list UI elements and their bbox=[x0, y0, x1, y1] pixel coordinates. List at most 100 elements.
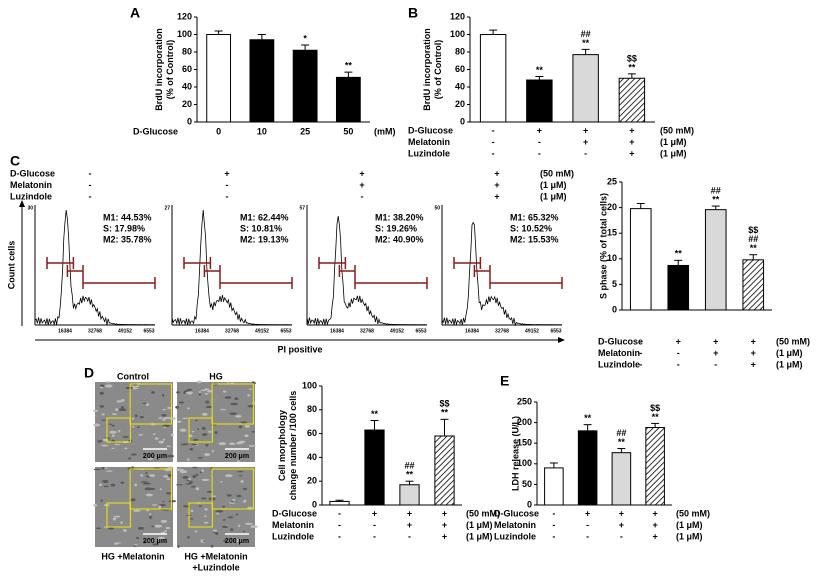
annotation: ** bbox=[536, 65, 544, 75]
condition-mark: + bbox=[442, 520, 447, 530]
cell-texture bbox=[122, 436, 129, 438]
cell-texture bbox=[198, 391, 202, 393]
cell-texture bbox=[104, 381, 111, 383]
cell-texture bbox=[188, 434, 193, 438]
y-tick-label: 100 bbox=[450, 29, 465, 39]
cell-texture bbox=[168, 499, 177, 503]
cell-texture bbox=[175, 484, 184, 486]
cell-texture bbox=[240, 480, 244, 483]
condition-mark: + bbox=[676, 336, 681, 346]
bar bbox=[249, 39, 275, 123]
condition-mark: - bbox=[89, 191, 92, 201]
x-axis-label: D-Glucose bbox=[133, 126, 178, 136]
cell-texture bbox=[199, 471, 203, 474]
condition-mark: - bbox=[492, 148, 495, 158]
cell-texture bbox=[134, 483, 137, 487]
y-tick-label: 60 bbox=[455, 64, 465, 74]
image-label: HG +Melatonin bbox=[101, 551, 164, 561]
cell-texture bbox=[244, 434, 249, 438]
cell-texture bbox=[163, 426, 166, 429]
cell-texture bbox=[202, 540, 206, 542]
condition-label: D-Glucose bbox=[272, 508, 317, 518]
condition-mark: - bbox=[492, 137, 495, 147]
cell-texture bbox=[162, 424, 171, 427]
cell-texture bbox=[99, 384, 105, 388]
cell-texture bbox=[97, 440, 103, 443]
bar bbox=[206, 34, 232, 123]
cell-texture bbox=[148, 474, 156, 478]
cell-texture bbox=[99, 386, 104, 389]
cell-texture bbox=[120, 521, 123, 525]
condition-mark: + bbox=[224, 168, 229, 178]
stat: M2: 15.53% bbox=[510, 234, 559, 244]
bar bbox=[618, 77, 646, 123]
cell-texture bbox=[186, 391, 193, 394]
condition-mark: + bbox=[372, 508, 377, 518]
cell-texture bbox=[222, 390, 227, 393]
image-label: HG bbox=[209, 371, 223, 381]
condition-label: Luzindole bbox=[408, 148, 450, 158]
cell-texture bbox=[224, 474, 233, 478]
condition-mark: - bbox=[408, 531, 411, 541]
condition-mark: + bbox=[619, 520, 624, 530]
hist-xtick: 49152 bbox=[118, 328, 132, 334]
y-tick-label: 80 bbox=[182, 46, 192, 56]
cell-texture bbox=[201, 412, 208, 416]
y-tick-label: 150 bbox=[517, 438, 532, 448]
condition-mark: + bbox=[442, 508, 447, 518]
scale-label: 200 μm bbox=[225, 538, 249, 545]
cell-texture bbox=[215, 509, 224, 513]
cell-texture bbox=[101, 413, 105, 416]
cell-texture bbox=[131, 385, 136, 388]
hist-ymax: 30 bbox=[27, 205, 33, 211]
cell-texture bbox=[195, 473, 198, 477]
condition-mark: + bbox=[629, 137, 634, 147]
cell-texture bbox=[93, 468, 102, 471]
cell-texture bbox=[195, 419, 198, 422]
cell-texture bbox=[238, 425, 243, 429]
condition-unit: (50 mM) bbox=[540, 168, 574, 178]
hist-xtick: 49152 bbox=[390, 328, 404, 334]
hist-curve bbox=[171, 209, 293, 326]
cell-texture bbox=[187, 536, 190, 539]
cell-texture bbox=[237, 460, 240, 463]
condition-unit: (1 μM) bbox=[540, 180, 567, 190]
cell-texture bbox=[134, 414, 138, 418]
cell-texture bbox=[203, 521, 209, 524]
y-tick-label: 60 bbox=[182, 64, 192, 74]
hist-ymax: 50 bbox=[434, 205, 440, 211]
cell-texture bbox=[111, 425, 116, 427]
cell-texture bbox=[226, 381, 230, 384]
condition-mark: + bbox=[494, 191, 499, 201]
condition-mark: - bbox=[492, 125, 495, 135]
cell-texture bbox=[206, 490, 213, 493]
cell-texture bbox=[237, 470, 244, 473]
zoom-box bbox=[129, 468, 172, 510]
cell-texture bbox=[222, 525, 229, 529]
bar bbox=[292, 49, 318, 123]
y-tick-label: 40 bbox=[455, 81, 465, 91]
condition-label: D-Glucose bbox=[10, 168, 55, 178]
cell-texture bbox=[179, 470, 188, 474]
bar bbox=[577, 430, 598, 506]
annotation: ** bbox=[345, 61, 353, 71]
hist-xtick: 16384 bbox=[465, 328, 479, 334]
cell-texture bbox=[110, 483, 116, 487]
condition-mark: + bbox=[629, 125, 634, 135]
cell-texture bbox=[175, 405, 180, 409]
cell-texture bbox=[204, 515, 207, 518]
cell-texture bbox=[144, 487, 152, 491]
cell-texture bbox=[113, 515, 117, 518]
cell-texture bbox=[116, 400, 122, 403]
cell-texture bbox=[229, 442, 236, 446]
cell-texture bbox=[158, 504, 166, 507]
cell-texture bbox=[103, 485, 109, 488]
cell-texture bbox=[101, 466, 105, 470]
y-tick-label: 0 bbox=[187, 116, 192, 126]
cell-texture bbox=[109, 430, 117, 434]
cell-texture bbox=[99, 483, 103, 486]
cell-texture bbox=[236, 494, 242, 498]
annotation: $$ bbox=[439, 399, 449, 409]
annotation: ** bbox=[371, 409, 379, 419]
bar bbox=[526, 79, 553, 123]
